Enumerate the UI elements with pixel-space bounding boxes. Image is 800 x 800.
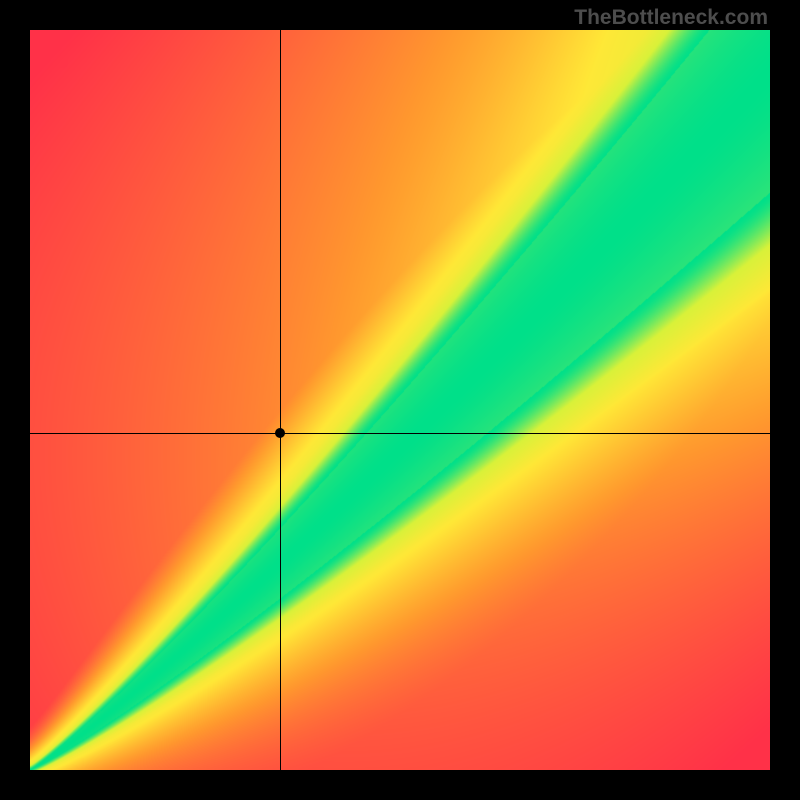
watermark-text: TheBottleneck.com	[574, 6, 768, 30]
chart-container: { "watermark": { "text": "TheBottleneck.…	[0, 0, 800, 800]
crosshair-vertical	[280, 30, 281, 770]
bottleneck-heatmap	[30, 30, 770, 770]
crosshair-horizontal	[30, 433, 770, 434]
crosshair-marker	[275, 428, 285, 438]
